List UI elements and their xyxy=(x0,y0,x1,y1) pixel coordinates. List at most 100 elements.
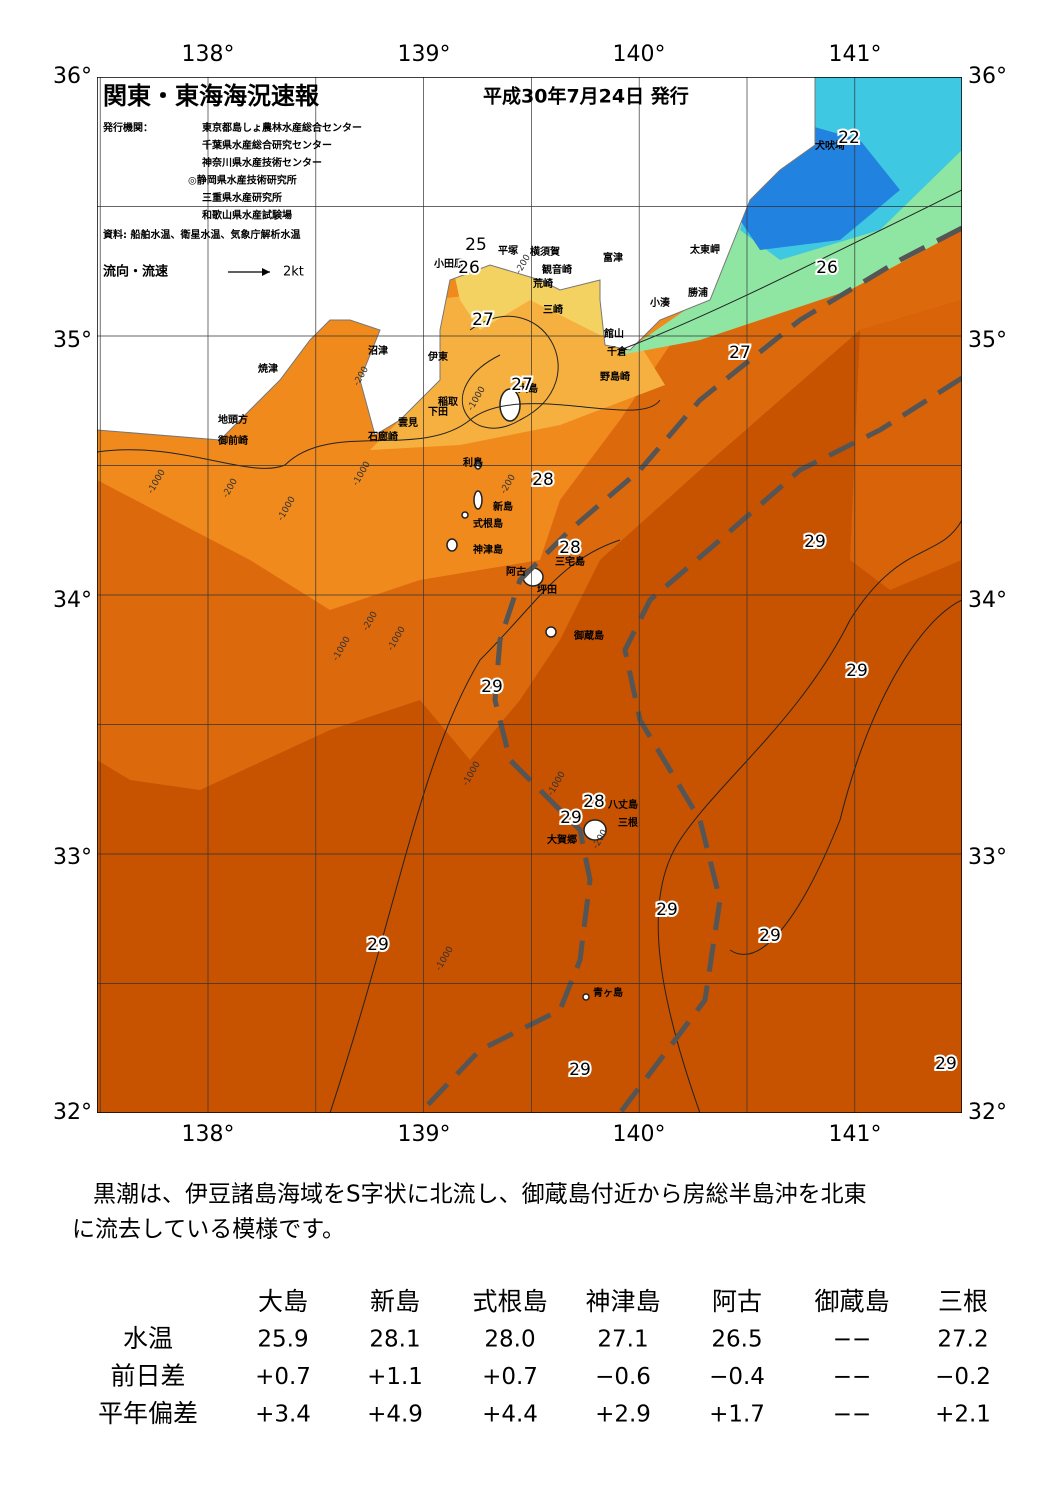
table-header: 神津島 xyxy=(585,1287,660,1316)
isotherm-label: 29 xyxy=(759,926,781,946)
isotherm-label: 28 xyxy=(532,470,554,490)
place-name: 勝浦 xyxy=(688,286,708,299)
table-cell: 27.1 xyxy=(597,1327,648,1353)
lat-label: 35° xyxy=(53,328,92,353)
place-name: 千倉 xyxy=(607,345,628,358)
lon-label: 141° xyxy=(829,42,882,67)
table-cell: −0.6 xyxy=(595,1364,651,1390)
table-cell: +1.1 xyxy=(367,1364,423,1390)
table-cell: 27.2 xyxy=(937,1327,988,1353)
table-cell: 25.9 xyxy=(257,1327,308,1353)
place-name: 下田 xyxy=(428,406,448,418)
lat-label: 33° xyxy=(53,845,92,870)
place-name: 観音崎 xyxy=(542,263,572,276)
publishers-label: 発行機関： xyxy=(102,121,153,134)
table-cell: −− xyxy=(833,1327,872,1353)
summary: 黒潮は、伊豆諸島海域をS字状に北流し、御蔵島付近から房総半島沖を北東 xyxy=(93,1182,867,1208)
place-name: 焼津 xyxy=(258,362,278,375)
place-name: 御蔵島 xyxy=(573,629,604,642)
table-cell: +2.9 xyxy=(595,1402,651,1428)
table-header: 大島 xyxy=(258,1287,308,1316)
lon-label: 140° xyxy=(613,42,666,67)
table-cell: 26.5 xyxy=(711,1327,762,1353)
lat-label: 36° xyxy=(968,64,1007,89)
publisher: 千葉県水産総合研究センター xyxy=(202,139,332,152)
sst-map xyxy=(97,77,962,1113)
lat-label: 32° xyxy=(968,1100,1007,1125)
lat-label: 35° xyxy=(968,328,1007,353)
publisher: 神奈川県水産技術センター xyxy=(202,156,322,169)
isotherm-label: 28 xyxy=(559,538,581,558)
place-name: 小田原 xyxy=(433,257,464,270)
table-cell: +4.9 xyxy=(367,1402,423,1428)
summary: に流去している模様です。 xyxy=(72,1217,345,1243)
table-cell: +1.7 xyxy=(709,1402,765,1428)
publisher: 三重県水産研究所 xyxy=(202,191,282,204)
lat-label: 33° xyxy=(968,845,1007,870)
place-name: 坪田 xyxy=(537,583,557,596)
table-cell: +0.7 xyxy=(255,1364,311,1390)
table-header: 式根島 xyxy=(472,1287,547,1316)
place-name: 新島 xyxy=(493,500,513,513)
table-header: 新島 xyxy=(370,1287,420,1316)
place-name: 利島 xyxy=(463,456,483,469)
place-name: 伊東 xyxy=(427,350,448,363)
publisher: 和歌山県水産試験場 xyxy=(201,209,292,222)
isotherm-label: 25 xyxy=(465,235,487,255)
lon-label: 140° xyxy=(613,1122,666,1147)
place-name: 式根島 xyxy=(473,517,503,530)
lat-label: 36° xyxy=(53,64,92,89)
table-header: 三根 xyxy=(938,1287,988,1316)
legend-speed: 2kt xyxy=(283,265,304,280)
lat-label: 32° xyxy=(53,1100,92,1125)
place-name: 荒崎 xyxy=(532,277,553,290)
lon-label: 138° xyxy=(182,42,235,67)
lon-label: 141° xyxy=(829,1122,882,1147)
place-name: 沼津 xyxy=(368,344,388,357)
place-name: 稲取 xyxy=(438,395,459,408)
place-name: 雲見 xyxy=(398,417,418,429)
place-name: 三根 xyxy=(618,816,638,829)
isotherm-label: 27 xyxy=(729,343,751,363)
table-cell: 28.1 xyxy=(369,1327,420,1353)
place-name: 八丈島 xyxy=(607,798,638,811)
title: 関東・東海海況速報 xyxy=(103,82,320,110)
isotherm-label: 29 xyxy=(804,532,826,552)
place-name: 館山 xyxy=(603,327,624,340)
place-name: 野島崎 xyxy=(600,370,630,383)
place-name: 石廊崎 xyxy=(367,430,398,443)
lon-label: 138° xyxy=(182,1122,235,1147)
isotherm-label: 26 xyxy=(816,258,838,278)
publisher: 東京都島しょ農林水産総合センター xyxy=(202,121,362,134)
place-name: 犬吠埼 xyxy=(815,139,845,152)
place-name: 三宅島 xyxy=(555,555,585,568)
lon-label: 139° xyxy=(398,1122,451,1147)
table-cell: +0.7 xyxy=(482,1364,538,1390)
place-name: 神津島 xyxy=(473,543,503,556)
table-row-label: 前日差 xyxy=(110,1362,185,1391)
lon-label: 139° xyxy=(398,42,451,67)
isotherm-label: 29 xyxy=(656,900,678,920)
table-cell: −− xyxy=(833,1364,872,1390)
table-cell: −0.4 xyxy=(709,1364,765,1390)
table-cell: +3.4 xyxy=(255,1402,311,1428)
isotherm-label: 27 xyxy=(472,310,494,330)
isotherm-label: 29 xyxy=(560,808,582,828)
lat-label: 34° xyxy=(53,588,92,613)
place-name: 太東岬 xyxy=(689,243,720,256)
isotherm-label: 29 xyxy=(481,677,503,697)
table-row-label: 水温 xyxy=(123,1324,173,1353)
place-name: 小湊 xyxy=(649,296,671,309)
isotherm-label: 27 xyxy=(511,375,533,395)
table-cell: 28.0 xyxy=(484,1327,535,1353)
issue-date: 平成30年7月24日 発行 xyxy=(483,85,689,108)
isotherm-label: 22 xyxy=(838,128,860,148)
isotherm-label: 29 xyxy=(367,935,389,955)
place-name: 御前崎 xyxy=(217,434,248,447)
source: 資料: 船舶水温、衛星水温、気象庁解析水温 xyxy=(103,228,300,241)
table-cell: −− xyxy=(833,1402,872,1428)
place-name: 青ヶ島 xyxy=(593,986,623,999)
isotherm-label: 29 xyxy=(935,1054,957,1074)
table-header: 御蔵島 xyxy=(814,1287,889,1316)
